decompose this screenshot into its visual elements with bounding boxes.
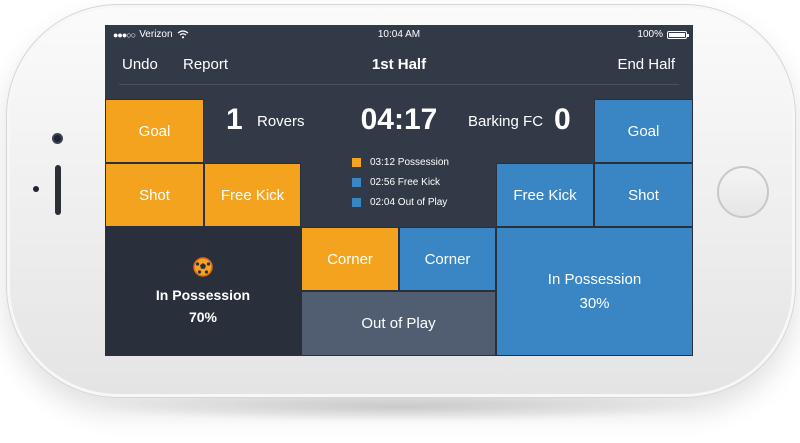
- away-goal-button[interactable]: Goal: [594, 99, 693, 163]
- home-shot-button[interactable]: Shot: [105, 163, 204, 227]
- sensor-icon: [33, 186, 39, 192]
- undo-button[interactable]: Undo: [122, 56, 158, 73]
- event-item[interactable]: 03:12 Possession: [352, 152, 449, 172]
- event-team-swatch: [352, 157, 361, 167]
- signal-strength-icon: ●●●○○: [113, 29, 136, 40]
- home-goal-label: Goal: [138, 122, 171, 140]
- event-item[interactable]: 02:56 Free Kick: [352, 172, 449, 192]
- home-possession-label: In Possession: [155, 286, 251, 303]
- battery-percent: 100%: [637, 29, 663, 40]
- away-team-name: Barking FC: [468, 113, 544, 130]
- event-team-swatch: [352, 197, 361, 207]
- away-goal-label: Goal: [627, 122, 660, 140]
- away-corner-button[interactable]: Corner: [399, 227, 496, 291]
- away-free-kick-button[interactable]: Free Kick: [496, 163, 594, 227]
- away-possession-value: 30%: [579, 294, 610, 312]
- speaker-grille: [55, 165, 61, 215]
- event-text: 02:04 Out of Play: [370, 196, 448, 208]
- home-button[interactable]: [717, 166, 769, 218]
- status-bar: ●●●○○ Verizon 10:04 AM 100%: [105, 25, 693, 45]
- away-shot-button[interactable]: Shot: [594, 163, 693, 227]
- end-half-button[interactable]: End Half: [617, 56, 675, 73]
- away-free-kick-label: Free Kick: [513, 186, 577, 204]
- event-item[interactable]: 02:04 Out of Play: [352, 192, 449, 212]
- nav-bar: Undo Report 1st Half End Half: [105, 45, 693, 85]
- home-free-kick-button[interactable]: Free Kick: [204, 163, 301, 227]
- nav-divider: [119, 84, 679, 85]
- event-log: 03:12 Possession 02:56 Free Kick 02:04 O…: [352, 152, 449, 212]
- home-possession-value: 70%: [188, 308, 218, 325]
- away-score: 0: [554, 103, 571, 136]
- away-possession-label: In Possession: [547, 270, 642, 288]
- report-button[interactable]: Report: [183, 56, 229, 73]
- app-screen: ●●●○○ Verizon 10:04 AM 100% Undo Report …: [105, 25, 693, 356]
- front-camera-icon: [52, 133, 63, 144]
- home-free-kick-label: Free Kick: [220, 186, 285, 204]
- away-possession-button[interactable]: In Possession 30%: [496, 227, 693, 356]
- wifi-icon: [177, 30, 188, 39]
- home-goal-button[interactable]: Goal: [105, 99, 204, 163]
- home-score: 1: [226, 103, 243, 136]
- soccer-ball-icon: [193, 256, 213, 277]
- match-clock: 04:17: [360, 103, 438, 136]
- event-text: 02:56 Free Kick: [370, 176, 441, 188]
- status-time: 10:04 AM: [377, 29, 421, 40]
- carrier-name: Verizon: [139, 29, 173, 40]
- home-team-name: Rovers: [257, 113, 305, 130]
- away-shot-label: Shot: [628, 186, 659, 204]
- event-text: 03:12 Possession: [370, 156, 449, 168]
- out-of-play-button[interactable]: Out of Play: [301, 291, 496, 356]
- battery-icon: [667, 30, 689, 39]
- home-possession-button[interactable]: In Possession 70%: [105, 227, 301, 356]
- home-corner-button[interactable]: Corner: [301, 227, 399, 291]
- out-of-play-label: Out of Play: [361, 315, 436, 332]
- period-title: 1st Half: [371, 56, 427, 73]
- away-corner-label: Corner: [424, 250, 471, 268]
- home-shot-label: Shot: [139, 186, 170, 204]
- event-team-swatch: [352, 177, 361, 187]
- home-corner-label: Corner: [327, 250, 373, 268]
